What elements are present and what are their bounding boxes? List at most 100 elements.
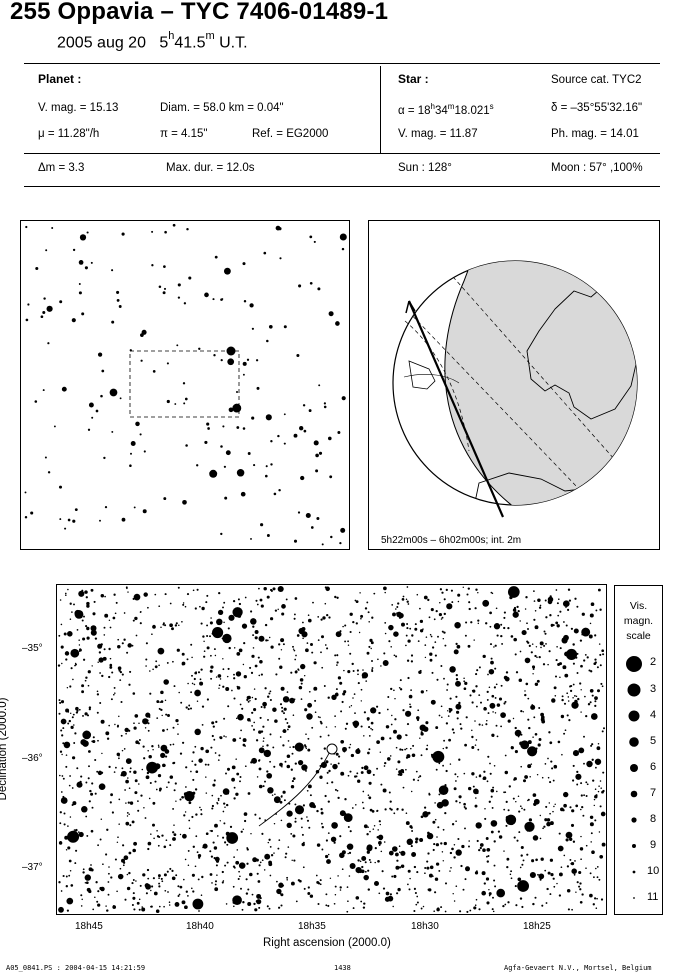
sky-star <box>246 698 249 702</box>
finder-star <box>116 298 120 302</box>
sky-star <box>243 819 247 823</box>
sky-star <box>516 839 519 842</box>
sky-star <box>206 698 209 701</box>
sky-star <box>92 612 96 616</box>
sky-star <box>514 653 517 656</box>
sky-star <box>296 634 300 637</box>
sky-star <box>232 599 236 603</box>
sky-star <box>384 632 387 635</box>
sky-star <box>100 643 103 646</box>
sky-star <box>168 904 171 906</box>
sky-star <box>390 723 393 726</box>
sky-star <box>370 727 372 730</box>
finder-star <box>278 488 281 492</box>
finder-star <box>166 399 170 404</box>
sky-star <box>321 666 324 669</box>
sky-star <box>320 761 327 769</box>
sky-star <box>547 599 553 605</box>
sky-star <box>571 701 579 709</box>
sky-star <box>339 886 342 889</box>
sky-star <box>59 822 62 825</box>
sky-star <box>463 677 465 679</box>
sky-star <box>200 813 203 816</box>
sky-star <box>307 614 310 617</box>
sky-star <box>573 694 576 697</box>
sky-star <box>367 826 369 828</box>
sky-star <box>432 848 435 852</box>
sky-star <box>416 716 420 720</box>
sky-star <box>438 714 441 717</box>
sky-star <box>336 664 338 666</box>
sky-star <box>199 681 204 686</box>
sky-star <box>405 734 408 737</box>
sky-star <box>114 723 116 726</box>
sky-star <box>302 637 304 640</box>
sky-star <box>576 701 578 703</box>
sky-star <box>72 801 77 806</box>
sky-star <box>500 725 502 728</box>
finder-star <box>224 267 231 275</box>
sky-star <box>354 599 357 602</box>
sky-star <box>209 873 213 876</box>
sky-star <box>371 660 373 662</box>
sky-star <box>593 876 595 879</box>
finder-star <box>42 389 45 392</box>
sky-star <box>284 718 287 721</box>
sky-star <box>522 859 525 862</box>
finder-star <box>74 508 78 512</box>
sky-star <box>377 658 379 661</box>
sky-star <box>308 690 311 693</box>
sky-star <box>194 745 197 748</box>
sky-star <box>427 598 430 602</box>
sky-star <box>455 820 457 822</box>
sky-star <box>436 801 444 809</box>
sky-star <box>252 625 255 628</box>
sky-star <box>313 686 318 691</box>
sky-star <box>68 784 71 787</box>
sky-star <box>395 852 399 857</box>
sky-star <box>273 796 281 804</box>
scale-mag-3: 3 <box>650 683 657 695</box>
sky-star <box>540 646 542 649</box>
sky-star <box>66 897 74 905</box>
sky-star <box>65 885 68 888</box>
sky-star <box>362 906 366 909</box>
sky-star <box>127 761 130 763</box>
sky-star <box>531 643 534 645</box>
sky-star <box>291 859 293 862</box>
sky-star <box>589 622 592 625</box>
sky-star <box>144 883 150 888</box>
sky-star <box>380 736 385 741</box>
sky-star <box>533 798 540 805</box>
sky-star <box>506 857 510 861</box>
sky-star <box>209 830 212 832</box>
sky-star <box>129 670 132 673</box>
sky-star <box>355 896 360 900</box>
sky-star <box>107 893 110 896</box>
sky-star <box>60 797 68 804</box>
sky-star <box>233 905 235 908</box>
sky-star <box>136 901 140 905</box>
sky-star <box>576 783 579 786</box>
sky-star <box>268 636 271 639</box>
sky-star <box>285 598 288 601</box>
sky-star <box>250 610 253 613</box>
sky-star <box>406 627 409 630</box>
sky-star <box>487 712 490 715</box>
sky-star <box>405 747 408 750</box>
sky-star <box>409 825 413 829</box>
sky-star <box>563 803 567 808</box>
sky-star <box>481 724 484 726</box>
sky-star <box>409 705 412 709</box>
sky-star <box>344 812 347 815</box>
finder-star <box>315 469 319 473</box>
sky-star <box>185 890 188 893</box>
sky-star <box>232 865 236 868</box>
finder-star <box>260 523 264 527</box>
sky-star <box>449 708 453 712</box>
sky-star <box>115 766 117 769</box>
sky-star <box>59 750 63 753</box>
sky-star <box>543 644 546 647</box>
sky-star <box>291 752 294 755</box>
sky-star <box>490 795 493 798</box>
